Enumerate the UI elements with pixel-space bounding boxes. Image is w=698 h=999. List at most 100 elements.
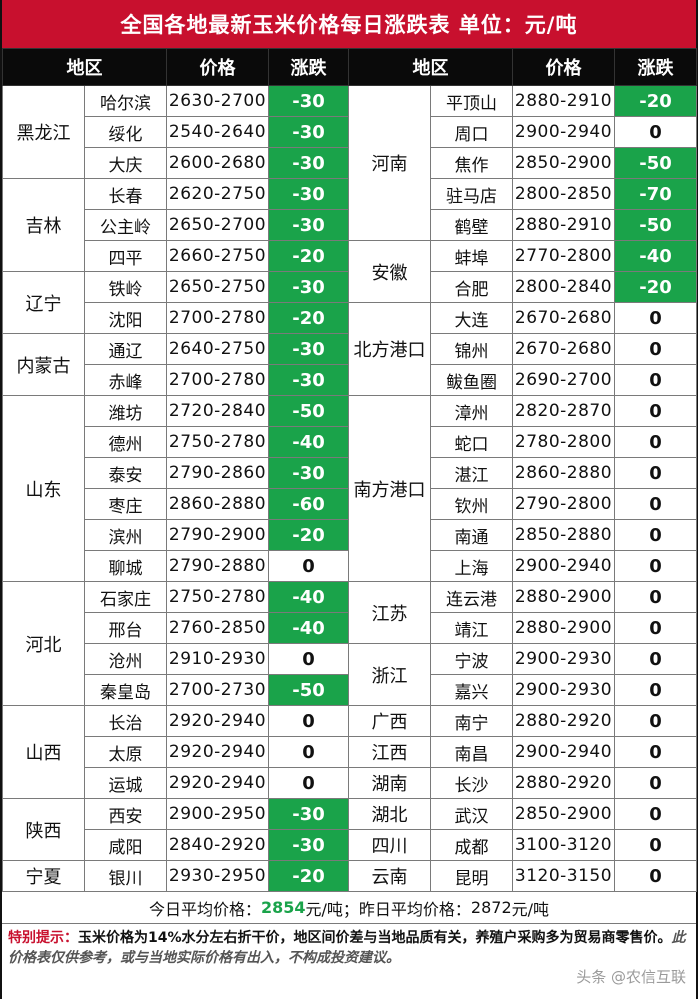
- region-cell: 北方港口: [348, 302, 431, 396]
- price-cell: 2800-2850: [512, 178, 615, 210]
- change-cell: 0: [614, 426, 697, 458]
- region-cell: 浙江: [348, 643, 431, 706]
- region-cell: 江苏: [348, 581, 431, 644]
- price-cell: 2880-2920: [512, 705, 615, 737]
- change-cell: -30: [268, 364, 349, 396]
- change-cell: 0: [614, 302, 697, 334]
- city-cell: 咸阳: [84, 829, 167, 861]
- price-cell: 2920-2940: [166, 736, 269, 768]
- change-cell: 0: [268, 643, 349, 675]
- header-price-right: 价格: [512, 48, 615, 86]
- city-cell: 太原: [84, 736, 167, 768]
- price-cell: 2700-2730: [166, 674, 269, 706]
- change-cell: -30: [268, 85, 349, 117]
- city-cell: 靖江: [430, 612, 513, 644]
- change-cell: -20: [268, 240, 349, 272]
- change-cell: -20: [268, 302, 349, 334]
- price-cell: 2880-2910: [512, 85, 615, 117]
- change-cell: 0: [614, 829, 697, 861]
- change-cell: -30: [268, 798, 349, 830]
- header-region-left: 地区: [2, 48, 167, 86]
- special-note: 特别提示：玉米价格为14%水分左右折干价，地区间价差与当地品质有关，养殖户采购多…: [2, 924, 696, 968]
- change-cell: 0: [614, 581, 697, 613]
- price-cell: 2850-2900: [512, 147, 615, 179]
- table-row: 内蒙古 通辽 2640-2750 -30 锦州 2670-2680 0: [2, 333, 697, 396]
- region-cell: 湖北: [348, 798, 431, 830]
- change-cell: -30: [268, 178, 349, 210]
- city-cell: 聊城: [84, 550, 167, 582]
- change-cell: -20: [614, 85, 697, 117]
- city-cell: 德州: [84, 426, 167, 458]
- change-cell: 0: [614, 674, 697, 706]
- today-avg-label: 今日平均价格：: [148, 899, 261, 919]
- city-cell: 枣庄: [84, 488, 167, 520]
- city-cell: 银川: [84, 860, 167, 892]
- header-change-right: 涨跌: [614, 48, 697, 86]
- change-cell: 0: [614, 364, 697, 396]
- price-cell: 2630-2700: [166, 85, 269, 117]
- city-cell: 运城: [84, 767, 167, 799]
- city-cell: 南通: [430, 519, 513, 551]
- city-cell: 泰安: [84, 457, 167, 489]
- price-table: 地区 价格 涨跌 地区 价格 涨跌 黑龙江 哈尔滨 2630-2700 -30 河南 平顶…: [2, 48, 697, 892]
- city-cell: 平顶山: [430, 85, 513, 117]
- city-cell: 蛇口: [430, 426, 513, 458]
- price-cell: 2790-2880: [166, 550, 269, 582]
- change-cell: -30: [268, 116, 349, 148]
- change-cell: -40: [268, 612, 349, 644]
- change-cell: 0: [614, 798, 697, 830]
- city-cell: 邢台: [84, 612, 167, 644]
- city-cell: 滨州: [84, 519, 167, 551]
- change-cell: 0: [614, 333, 697, 365]
- region-cell: 广西: [348, 705, 431, 737]
- city-cell: 连云港: [430, 581, 513, 613]
- change-cell: -30: [268, 209, 349, 241]
- price-cell: 2900-2950: [166, 798, 269, 830]
- table-row: 辽宁 铁岭 2650-2750 -30 合肥 2800-2840 -20: [2, 271, 697, 334]
- city-cell: 沧州: [84, 643, 167, 675]
- price-cell: 2900-2940: [512, 116, 615, 148]
- price-cell: 2850-2880: [512, 519, 615, 551]
- change-cell: 0: [614, 705, 697, 737]
- price-cell: 2650-2700: [166, 209, 269, 241]
- price-cell: 2820-2870: [512, 395, 615, 427]
- city-cell: 嘉兴: [430, 674, 513, 706]
- region-cell: 山东: [2, 395, 85, 582]
- city-cell: 鹤壁: [430, 209, 513, 241]
- region-cell: 河南: [348, 85, 431, 241]
- city-cell: 石家庄: [84, 581, 167, 613]
- change-cell: 0: [614, 736, 697, 768]
- region-cell: 山西: [2, 705, 85, 799]
- region-cell: 河北: [2, 581, 85, 706]
- today-avg-unit: 元/吨；: [305, 899, 359, 919]
- note-disclaimer: 此价格表仅供参考，或与当地实际价格有出入，不构成投资建议。: [8, 930, 686, 966]
- price-cell: 2920-2940: [166, 705, 269, 737]
- price-cell: 3120-3150: [512, 860, 615, 892]
- table-header-row: 地区 价格 涨跌 地区 价格 涨跌: [2, 48, 697, 86]
- city-cell: 昆明: [430, 860, 513, 892]
- table-body: 黑龙江 哈尔滨 2630-2700 -30 河南 平顶山 2880-2910 -20 绥化 254…: [2, 85, 697, 892]
- price-cell: 2670-2680: [512, 302, 615, 334]
- change-cell: 0: [614, 488, 697, 520]
- region-cell: 黑龙江: [2, 85, 85, 179]
- change-cell: 0: [268, 736, 349, 768]
- table-row: 大庆 2600-2680 -30 焦作 2850-2900 -50: [3, 147, 697, 179]
- change-cell: -50: [268, 395, 349, 427]
- change-cell: 0: [614, 116, 697, 148]
- note-text: 玉米价格为14%水分左右折干价，地区间价差与当地品质有关，养殖户采购多为贸易商零…: [78, 930, 672, 946]
- change-cell: -50: [614, 147, 697, 179]
- price-cell: 2880-2900: [512, 581, 615, 613]
- watermark: 头条 @农信互联: [576, 968, 686, 986]
- region-cell: 内蒙古: [2, 333, 85, 396]
- price-cell: 2790-2860: [166, 457, 269, 489]
- table-row: 绥化 2540-2640 -30 周口 2900-2940 0: [3, 116, 697, 148]
- change-cell: -30: [268, 333, 349, 365]
- change-cell: 0: [268, 550, 349, 582]
- city-cell: 钦州: [430, 488, 513, 520]
- city-cell: 武汉: [430, 798, 513, 830]
- city-cell: 四平: [84, 240, 167, 272]
- city-cell: 铁岭: [84, 271, 167, 303]
- city-cell: 蚌埠: [430, 240, 513, 272]
- price-cell: 2900-2930: [512, 643, 615, 675]
